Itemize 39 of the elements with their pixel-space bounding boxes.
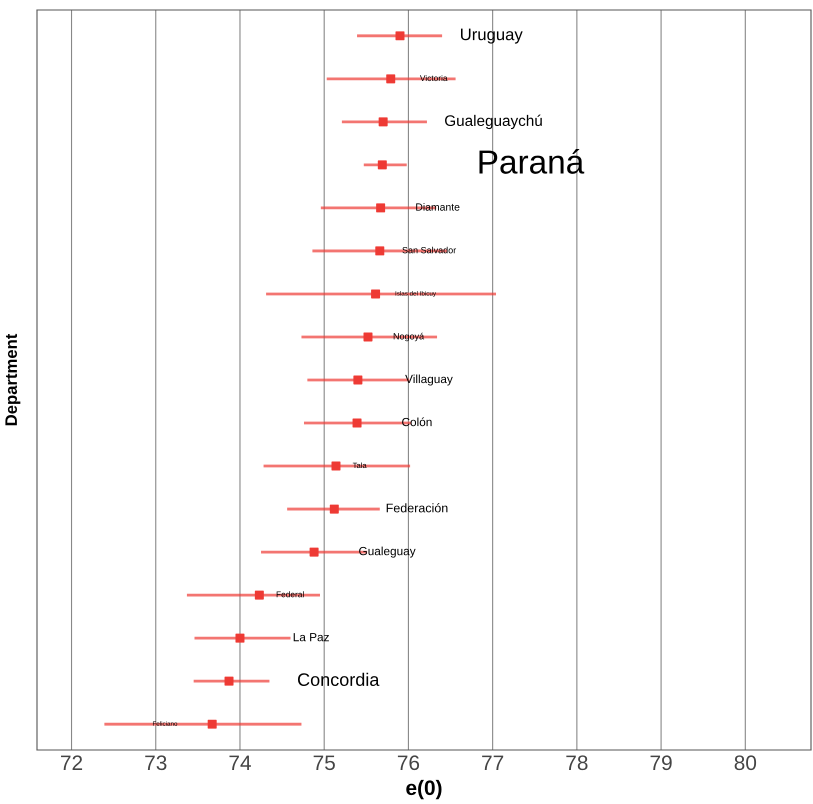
x-tick-label: 76 [398, 755, 420, 770]
y-axis-title: Department [5, 334, 20, 426]
point [363, 332, 372, 342]
x-tick-label: 73 [145, 755, 166, 770]
x-tick-label: 72 [61, 755, 82, 770]
point [331, 462, 340, 471]
y-tick-label: Nogoyá [394, 332, 424, 342]
x-axis-title: e(0) [406, 780, 442, 800]
x-tick-label: 78 [566, 755, 588, 770]
x-tick-label: 74 [229, 756, 251, 770]
point [376, 203, 386, 212]
y-tick-label: Gualeguaychú [445, 114, 542, 130]
point [353, 376, 362, 384]
y-tick-label: Gualeguay [359, 546, 416, 558]
point [254, 590, 264, 600]
y-tick-label: Federación [386, 503, 448, 512]
x-tick-label: 75 [314, 756, 335, 770]
point [235, 634, 244, 643]
point [352, 418, 362, 428]
x-tick-label: 80 [734, 755, 756, 770]
point [386, 74, 396, 84]
x-tick-label: 79 [650, 755, 672, 770]
point [224, 676, 234, 686]
y-tick-label: Uruguay [461, 28, 523, 44]
point [378, 117, 388, 126]
point [310, 548, 319, 557]
point [371, 289, 380, 298]
y-tick-label: Villaguay [405, 374, 453, 386]
y-tick-label: Diamante [416, 203, 460, 211]
y-tick-label: La Paz [294, 633, 329, 642]
y-tick-label: Colón [402, 417, 432, 426]
y-tick-label: Concordia [298, 672, 380, 686]
point [330, 504, 339, 514]
point [375, 246, 384, 256]
point [378, 160, 387, 170]
y-tick-label: Paraná [479, 148, 584, 174]
x-tick-label: 77 [482, 756, 504, 770]
point [396, 31, 404, 40]
point [208, 720, 217, 729]
